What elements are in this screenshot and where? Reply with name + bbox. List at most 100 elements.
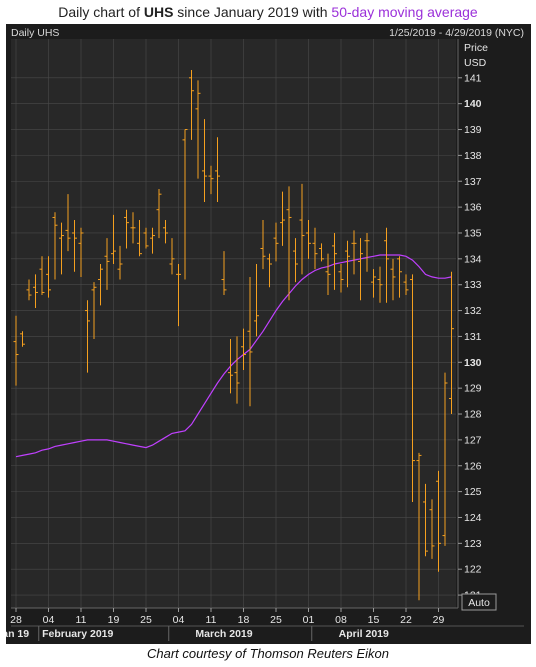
ohlc-bar	[338, 264, 344, 293]
ohlc-bar	[403, 274, 409, 296]
auto-scale-button[interactable]	[461, 593, 497, 611]
ohlc-bar	[117, 245, 123, 280]
y-tick-label: 133	[464, 279, 482, 291]
ohlc-bar	[111, 214, 116, 265]
ohlc-bar	[156, 189, 162, 239]
y-axis-title-price: Price	[464, 42, 488, 54]
ohlc-bar	[312, 227, 318, 270]
ohlc-bar	[267, 253, 272, 288]
ohlc-bar-layer	[13, 70, 454, 601]
x-tick-label: 29	[433, 614, 445, 626]
y-tick-label: 123	[464, 538, 482, 550]
ohlc-bar	[52, 212, 58, 280]
ohlc-bar	[423, 483, 428, 557]
ohlc-bar	[39, 256, 45, 296]
x-tick-label: 18	[238, 614, 250, 626]
ohlc-bar	[228, 339, 233, 394]
ohlc-bar	[299, 183, 305, 275]
ohlc-bar	[410, 274, 415, 502]
ohlc-bar	[286, 186, 292, 301]
ohlc-bar	[384, 227, 389, 303]
ohlc-bar	[345, 240, 350, 288]
ohlc-bar	[78, 227, 84, 277]
ohlc-bar	[98, 264, 103, 306]
ohlc-bar	[130, 212, 136, 244]
ohlc-bar	[189, 70, 194, 140]
ohlc-bar	[247, 276, 253, 407]
ohlc-bar	[13, 315, 19, 386]
x-tick-label: 25	[270, 614, 282, 626]
headline-moving-average: 50-day moving average	[331, 4, 478, 20]
month-label: February 2019	[42, 628, 113, 640]
chart-caption: Chart courtesy of Thomson Reuters Eikon	[146, 646, 390, 661]
ohlc-bar	[280, 191, 285, 246]
x-tick-label: 11	[76, 614, 87, 626]
x-tick-label: 25	[140, 614, 152, 626]
ohlc-bar	[260, 220, 266, 270]
ohlc-bar	[85, 300, 90, 373]
ohlc-bar	[390, 258, 396, 301]
ohlc-bar	[293, 238, 298, 283]
y-tick-label: 131	[464, 331, 482, 343]
ohlc-bar	[332, 232, 337, 290]
ohlc-bar	[182, 129, 188, 280]
x-tick-label: 01	[303, 614, 315, 626]
ohlc-bar	[254, 264, 259, 337]
ohlc-bar	[319, 243, 324, 262]
ohlc-bar	[416, 452, 422, 601]
chart-frame: Daily UHS 1/25/2019 - 4/29/2019 (NYC) Pr…	[0, 24, 531, 644]
ohlc-bar	[59, 222, 64, 275]
y-axis-panel	[458, 39, 524, 608]
ohlc-bar	[65, 194, 71, 252]
y-tick-label: 140	[464, 98, 482, 110]
ohlc-bar	[351, 230, 357, 275]
y-tick-label: 124	[464, 512, 482, 524]
x-tick-label: 28	[10, 614, 22, 626]
auto-scale-label: Auto	[468, 597, 490, 609]
y-tick-label: 132	[464, 305, 482, 317]
moving-average-line	[15, 254, 452, 458]
moving-average-layer	[15, 254, 452, 458]
month-label: April 2019	[339, 628, 389, 640]
ohlc-bar	[26, 279, 32, 301]
x-tick-layer: 28 04 11 19 25 04 11 18 25 01 08 15 22 29 Jan 19 Februa…	[0, 608, 524, 641]
y-tick-label: 135	[464, 227, 482, 239]
x-tick-label: 11	[206, 614, 217, 626]
headline-ticker: UHS	[143, 4, 174, 20]
x-tick-label: 15	[368, 614, 380, 626]
y-tick-label: 129	[464, 383, 482, 395]
ohlc-bar	[325, 253, 331, 296]
y-tick-label: 134	[464, 253, 482, 265]
y-tick-label: 125	[464, 486, 482, 498]
y-tick-label: 136	[464, 202, 482, 214]
y-tick-label: 141	[464, 72, 482, 84]
y-tick-label: 127	[464, 434, 482, 446]
headline-prefix: Daily chart of	[58, 4, 144, 20]
ohlc-bar	[221, 251, 227, 296]
y-tick-layer: 1211221231241251261271281291301311321331…	[458, 72, 482, 602]
ohlc-bar	[449, 271, 454, 415]
ohlc-bar	[364, 232, 370, 272]
plot-area	[11, 39, 456, 608]
ohlc-bar	[33, 274, 38, 308]
chart-headline: Daily chart of UHS since January 2019 wi…	[0, 4, 536, 20]
y-tick-label: 138	[464, 150, 482, 162]
panel-title: Daily UHS	[11, 27, 59, 39]
y-axis-title-currency: USD	[464, 57, 487, 69]
ohlc-bar	[442, 372, 448, 546]
ohlc-bar	[163, 220, 168, 244]
month-label: March 2019	[195, 628, 252, 640]
ohlc-bar	[169, 238, 175, 275]
x-tick-label: 19	[108, 614, 120, 626]
ohlc-bar	[137, 220, 142, 257]
ohlc-bar	[377, 266, 383, 303]
ohlc-bar	[397, 256, 402, 298]
x-tick-label: 22	[400, 614, 412, 626]
y-tick-label: 128	[464, 409, 482, 421]
ohlc-bar	[208, 165, 214, 195]
ohlc-bar	[20, 331, 25, 347]
ohlc-bar	[436, 470, 441, 572]
x-tick-label: 04	[43, 614, 55, 626]
ohlc-bar	[150, 227, 155, 254]
grid-layer	[11, 39, 456, 608]
